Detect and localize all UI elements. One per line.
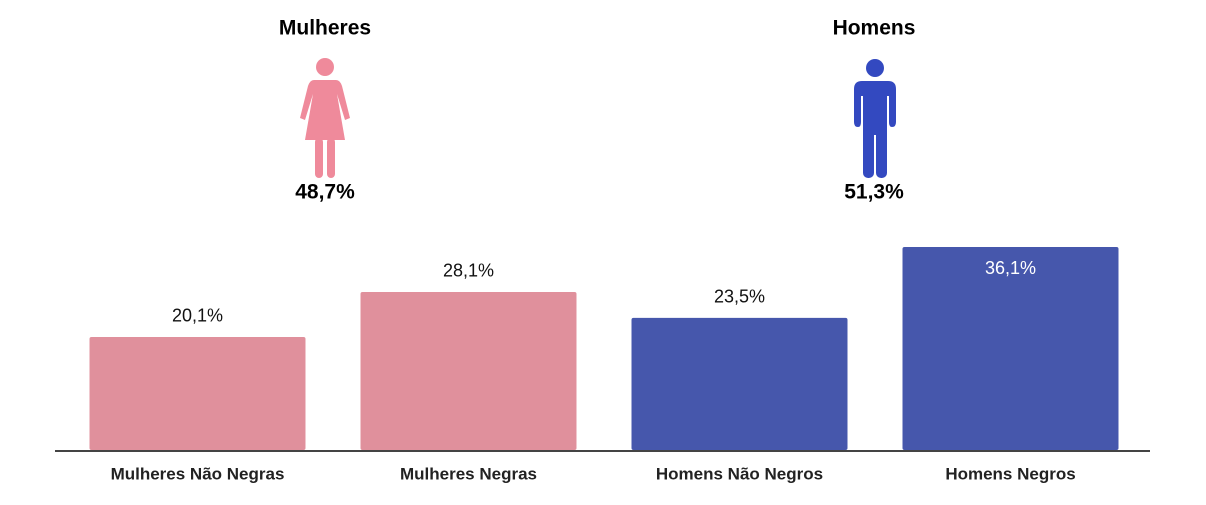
bar xyxy=(89,336,306,450)
value-label: 20,1% xyxy=(172,306,223,326)
group-share: 48,7% xyxy=(295,181,355,204)
x-tick-label: Homens Não Negros xyxy=(656,464,823,483)
value-label: 23,5% xyxy=(714,287,765,307)
x-tick-label: Mulheres Negras xyxy=(400,464,537,483)
bar xyxy=(631,317,848,450)
group-title: Mulheres xyxy=(279,17,371,40)
woman-icon xyxy=(300,58,350,178)
bar xyxy=(360,291,577,450)
x-tick-label: Homens Negros xyxy=(945,464,1075,483)
value-label: 36,1% xyxy=(985,258,1036,278)
group-title: Homens xyxy=(833,17,916,40)
bar xyxy=(902,247,1119,450)
man-icon xyxy=(854,59,896,178)
group-share: 51,3% xyxy=(844,181,904,204)
value-label: 28,1% xyxy=(443,261,494,281)
x-tick-label: Mulheres Não Negras xyxy=(111,464,285,483)
